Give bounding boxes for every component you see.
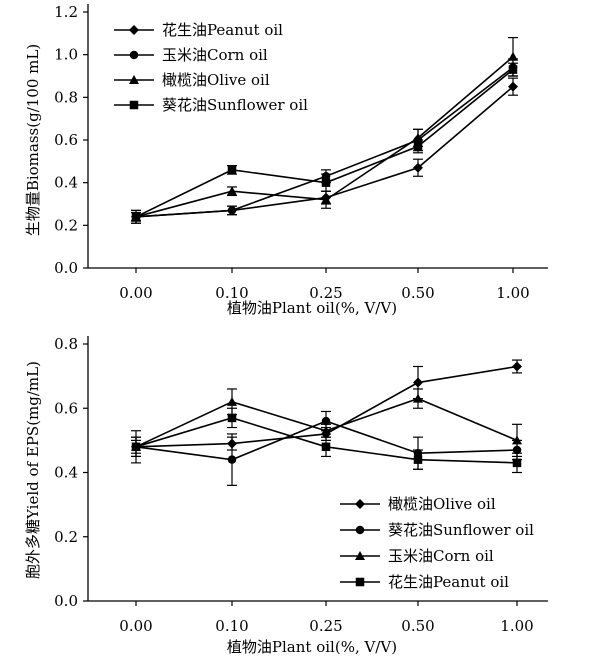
x-tick-label: 0.10 [215, 617, 248, 635]
legend-marker-circle [129, 50, 139, 60]
x-tick-label: 0.50 [401, 617, 434, 635]
y-tick-label: 0.8 [54, 335, 78, 353]
data-point [512, 435, 522, 445]
y-tick-label: 1.2 [54, 3, 78, 21]
eps-yield-chart: 0.0 0.2 0.4 0.6 0.8 0.00 0.10 0.25 0.50 1.00 植物油Pl… [24, 335, 548, 656]
legend-label: 橄榄油Olive oil [388, 495, 496, 513]
data-point [512, 458, 522, 468]
y-axis-title: 生物量Biomass(g/100 mL) [24, 44, 42, 236]
legend-label: 花生油Peanut oil [388, 573, 509, 591]
legend-label: 葵花油Sunflower oil [162, 96, 308, 114]
data-point [321, 442, 331, 452]
legend-label: 葵花油Sunflower oil [388, 521, 534, 539]
legend: 橄榄油Olive oil 葵花油Sunflower oil 玉米油Corn oil 花… [340, 495, 534, 591]
legend-marker-diamond [129, 25, 139, 35]
data-point [413, 162, 423, 173]
y-tick-label: 0.2 [54, 528, 78, 546]
legend-marker-triangle [355, 551, 365, 560]
data-point [413, 142, 423, 151]
data-point [131, 212, 141, 222]
data-point [321, 178, 331, 187]
x-tick-label: 0.10 [215, 284, 248, 302]
series-square [131, 62, 518, 224]
data-point [227, 455, 237, 464]
data-point [413, 393, 423, 403]
x-axis-title: 植物油Plant oil(%, V/V) [227, 299, 397, 317]
data-point [508, 65, 518, 74]
y-tick-label: 1.0 [54, 46, 78, 64]
x-tick-label: 0.25 [309, 284, 342, 302]
biomass-chart: 0.0 0.2 0.4 0.6 0.8 1.0 1.2 0.00 0.10 0.25 0.50 1.0… [24, 3, 548, 317]
legend-label: 玉米油Corn oil [388, 547, 494, 565]
data-point [321, 425, 331, 435]
data-point [413, 377, 423, 388]
data-point [131, 442, 141, 452]
legend-marker-square [355, 577, 365, 587]
data-point [321, 194, 331, 204]
y-tick-label: 0.4 [54, 174, 78, 192]
y-tick-label: 0.8 [54, 88, 78, 106]
data-point [227, 396, 237, 406]
legend-marker-diamond [355, 499, 365, 509]
x-tick-label: 0.00 [119, 617, 152, 635]
data-point [321, 416, 331, 426]
x-tick-label: 0.50 [401, 284, 434, 302]
legend-marker-circle [355, 525, 365, 535]
y-tick-label: 0.0 [54, 592, 78, 610]
data-point [508, 51, 518, 61]
y-tick-label: 0.2 [54, 216, 78, 234]
x-tick-label: 0.00 [119, 284, 152, 302]
data-point [227, 206, 237, 215]
y-tick-label: 0.6 [54, 131, 78, 149]
x-tick-label: 1.00 [496, 284, 529, 302]
legend-label: 花生油Peanut oil [162, 21, 283, 39]
data-point [413, 455, 423, 464]
legend-label: 橄榄油Olive oil [162, 71, 270, 89]
data-point [227, 413, 237, 423]
data-point [227, 165, 237, 175]
x-tick-label: 0.25 [309, 617, 342, 635]
x-axis-title: 植物油Plant oil(%, V/V) [227, 638, 397, 656]
y-tick-label: 0.6 [54, 399, 78, 417]
legend-marker-triangle [129, 75, 139, 84]
y-tick-label: 0.4 [54, 464, 78, 482]
data-point [512, 361, 522, 372]
series-square [131, 407, 522, 474]
legend-marker-square [129, 100, 139, 110]
data-point [227, 186, 237, 196]
y-axis-title: 胞外多糖Yield of EPS(mg/mL) [24, 361, 42, 579]
legend-label: 玉米油Corn oil [162, 46, 268, 64]
data-point [508, 81, 518, 92]
y-tick-label: 0.0 [54, 259, 78, 277]
legend: 花生油Peanut oil 玉米油Corn oil 橄榄油Olive oil 葵花油S… [114, 21, 308, 114]
x-tick-label: 1.00 [500, 617, 533, 635]
